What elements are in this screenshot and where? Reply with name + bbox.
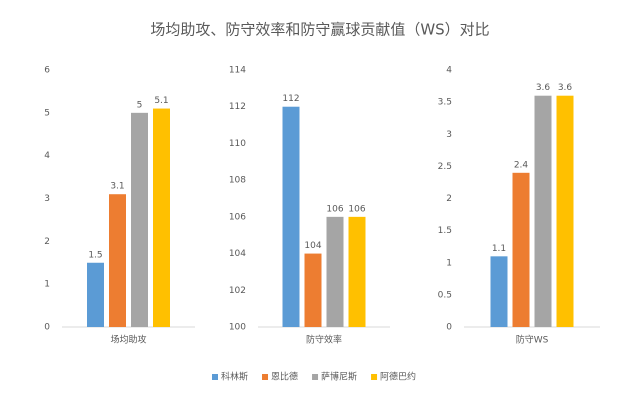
- data-label: 112: [282, 94, 299, 104]
- legend-swatch: [312, 374, 319, 380]
- y-tick-label: 6: [44, 66, 50, 76]
- x-axis-label: 场均助攻: [110, 334, 146, 346]
- y-tick-label: 102: [229, 286, 246, 296]
- data-label: 3.6: [536, 83, 551, 93]
- legend-swatch: [262, 374, 269, 380]
- y-tick-label: 3: [44, 194, 50, 204]
- y-tick-label: 4: [44, 151, 50, 161]
- bar: [556, 95, 574, 327]
- data-label: 3.1: [110, 182, 124, 192]
- bar: [131, 112, 148, 327]
- y-tick-label: 114: [229, 66, 246, 76]
- y-tick-label: 1.5: [438, 226, 452, 236]
- y-tick-label: 5: [44, 108, 50, 118]
- legend-swatch: [371, 374, 378, 380]
- y-tick-label: 4: [446, 66, 452, 76]
- data-label: 1.1: [492, 244, 506, 254]
- y-tick-label: 0: [44, 323, 50, 333]
- y-tick-label: 100: [229, 323, 246, 333]
- bar: [326, 216, 344, 327]
- data-label: 1.5: [88, 250, 102, 260]
- data-label: 5.1: [154, 96, 168, 106]
- bar: [153, 108, 170, 327]
- y-tick-label: 3: [446, 130, 452, 140]
- legend-swatch: [212, 374, 218, 380]
- x-axis-label: 防守效率: [306, 334, 342, 346]
- y-tick-label: 110: [229, 139, 246, 149]
- bar: [282, 106, 300, 327]
- data-label: 106: [326, 204, 343, 214]
- legend-label: 科林斯: [221, 371, 248, 383]
- bar: [304, 253, 322, 327]
- data-label: 5: [137, 100, 143, 110]
- y-tick-label: 0.5: [438, 290, 452, 300]
- y-tick-label: 108: [229, 176, 246, 186]
- legend-label: 恩比德: [271, 371, 298, 383]
- bar: [534, 95, 552, 327]
- data-label: 3.6: [558, 83, 573, 93]
- bar: [87, 262, 104, 327]
- x-axis-label: 防守WS: [516, 334, 549, 346]
- y-tick-label: 112: [229, 102, 246, 112]
- data-label: 2.4: [514, 160, 529, 170]
- legend-label: 阿德巴约: [380, 371, 416, 383]
- bar: [512, 172, 530, 327]
- y-tick-label: 1: [44, 280, 50, 290]
- data-label: 106: [348, 204, 365, 214]
- bar: [490, 256, 508, 327]
- y-tick-label: 2.5: [438, 162, 452, 172]
- data-label: 104: [304, 241, 321, 251]
- y-tick-label: 2: [446, 194, 452, 204]
- y-tick-label: 3.5: [438, 98, 452, 108]
- bar: [348, 216, 366, 327]
- chart-title: 场均助攻、防守效率和防守赢球贡献值（WS）对比: [150, 21, 489, 39]
- y-tick-label: 106: [229, 212, 246, 222]
- y-tick-label: 1: [446, 258, 452, 268]
- y-tick-label: 2: [44, 237, 50, 247]
- y-tick-label: 0: [446, 323, 452, 333]
- y-tick-label: 104: [229, 249, 246, 259]
- legend-label: 萨博尼斯: [321, 371, 357, 383]
- bar: [109, 194, 126, 327]
